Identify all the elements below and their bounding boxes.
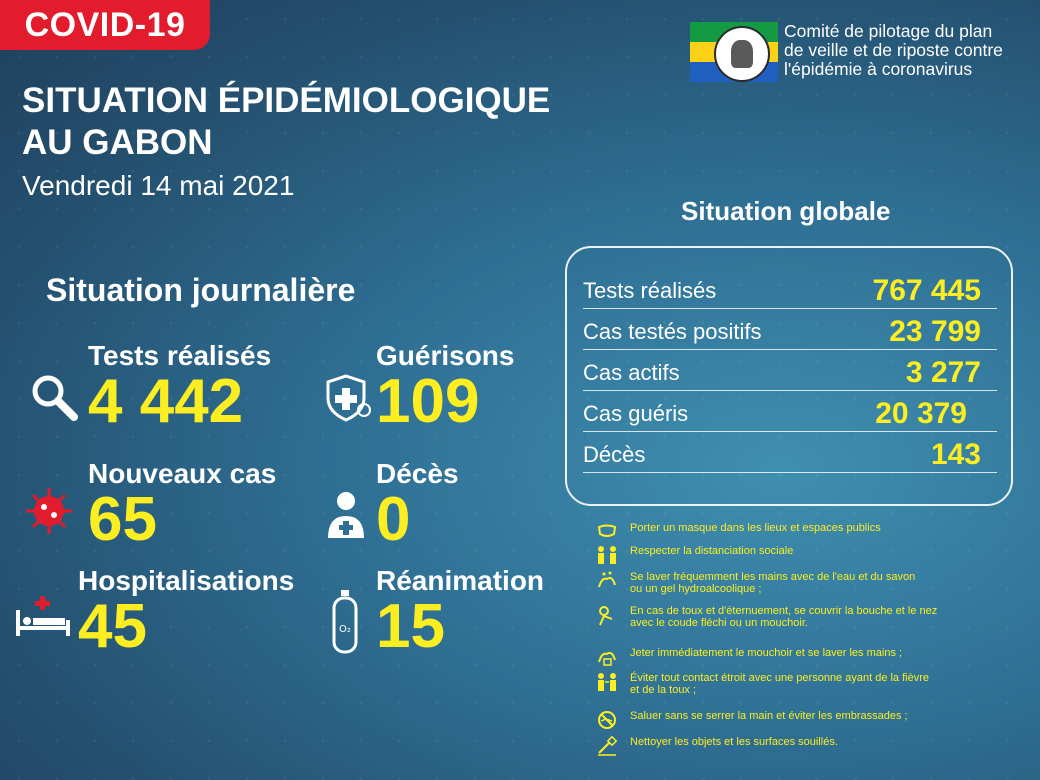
global-row-label: Cas actifs (583, 360, 680, 385)
advice-text: Saluer sans se serrer la main et éviter … (630, 710, 908, 722)
oxygen-tank-icon: O₂ (332, 590, 358, 654)
daily-icu-label: Réanimation (376, 565, 545, 596)
advice-text: Nettoyer les objets et les surfaces soui… (630, 736, 838, 748)
page-title: SITUATION ÉPIDÉMIOLOGIQUE AU GABON (22, 80, 622, 164)
daily-hospitalizations: Hospitalisations 45 (78, 565, 295, 661)
global-row-value: 20 379 (875, 397, 967, 430)
magnifier-icon (32, 375, 78, 421)
daily-heading: Situation journalière (46, 272, 356, 308)
advice-text: Jeter immédiatement le mouchoir et se la… (630, 647, 903, 659)
report-date: Vendredi 14 mai 2021 (22, 170, 295, 201)
committee-line-1: Comité de pilotage du plan (784, 21, 993, 41)
distancing-icon (598, 546, 616, 564)
committee-header: Comité de pilotage du plan de veille et … (690, 22, 1035, 84)
handwash-icon (598, 571, 616, 588)
global-row-label: Cas guéris (583, 401, 689, 426)
committee-name: Comité de pilotage du plan de veille et … (784, 22, 1003, 79)
covid-badge: COVID-19 (0, 0, 210, 50)
global-row-value: 23 799 (889, 315, 981, 348)
global-heading: Situation globale (681, 196, 891, 226)
advice-text: Se laver fréquemment les mains avec de l… (630, 571, 916, 595)
global-row-label: Tests réalisés (583, 278, 717, 303)
cleaning-icon (598, 736, 618, 756)
mask-icon (597, 524, 617, 537)
daily-hospitalizations-label: Hospitalisations (78, 565, 295, 596)
committee-line-2: de veille et de riposte contre (784, 40, 1003, 60)
svg-text:O₂: O₂ (339, 624, 351, 635)
daily-new-cases-label: Nouveaux cas (88, 458, 277, 489)
advice-text: En cas de toux et d'éternuement, se couv… (630, 605, 938, 629)
person-cross-icon (328, 492, 364, 538)
hospital-bed-icon (16, 596, 70, 636)
shield-virus-icon (326, 374, 371, 422)
gabon-flag-logo (690, 22, 778, 82)
daily-deaths: Décès 0 (376, 458, 459, 554)
cough-icon (599, 606, 613, 626)
title-line-1: SITUATION ÉPIDÉMIOLOGIQUE (22, 81, 551, 120)
daily-icu-value: 15 (376, 592, 445, 661)
no-handshake-icon (598, 711, 616, 729)
global-row-value: 143 (930, 438, 981, 471)
coat-of-arms-icon (714, 26, 770, 82)
advice-text: Porter un masque dans les lieux et espac… (630, 522, 881, 534)
daily-tests: Tests réalisés 4 442 (88, 340, 272, 436)
global-row-label: Cas testés positifs (583, 319, 762, 344)
global-row: Tests réalisés 767 445 (583, 268, 997, 309)
daily-icu: Réanimation 15 (376, 565, 545, 661)
daily-deaths-label: Décès (376, 458, 459, 489)
daily-tests-label: Tests réalisés (88, 340, 272, 371)
virus-icon (26, 488, 72, 534)
daily-recoveries: Guérisons 109 (376, 340, 515, 436)
advice-text: Éviter tout contact étroit avec une pers… (630, 672, 930, 696)
global-table: Tests réalisés 767 445 Cas testés positi… (565, 246, 1013, 506)
daily-recoveries-value: 109 (376, 367, 480, 436)
global-row: Cas actifs 3 277 (583, 350, 997, 391)
daily-recoveries-label: Guérisons (376, 340, 515, 371)
daily-hospitalizations-value: 45 (78, 592, 147, 661)
daily-deaths-value: 0 (376, 485, 411, 554)
global-row-label: Décès (583, 442, 646, 467)
contact-icon (598, 673, 616, 691)
advice-text: Respecter la distanciation sociale (630, 545, 794, 557)
committee-line-3: l'épidémie à coronavirus (784, 59, 973, 79)
global-row-value: 3 277 (905, 356, 981, 389)
global-row: Cas testés positifs 23 799 (583, 309, 997, 350)
title-line-2: AU GABON (22, 123, 213, 162)
daily-tests-value: 4 442 (88, 367, 244, 436)
daily-new-cases-value: 65 (88, 485, 157, 554)
global-row-value: 767 445 (872, 274, 981, 307)
tissue-icon (598, 651, 616, 666)
global-row: Cas guéris 20 379 (583, 391, 997, 432)
global-row: Décès 143 (583, 432, 997, 473)
daily-new-cases: Nouveaux cas 65 (88, 458, 277, 554)
